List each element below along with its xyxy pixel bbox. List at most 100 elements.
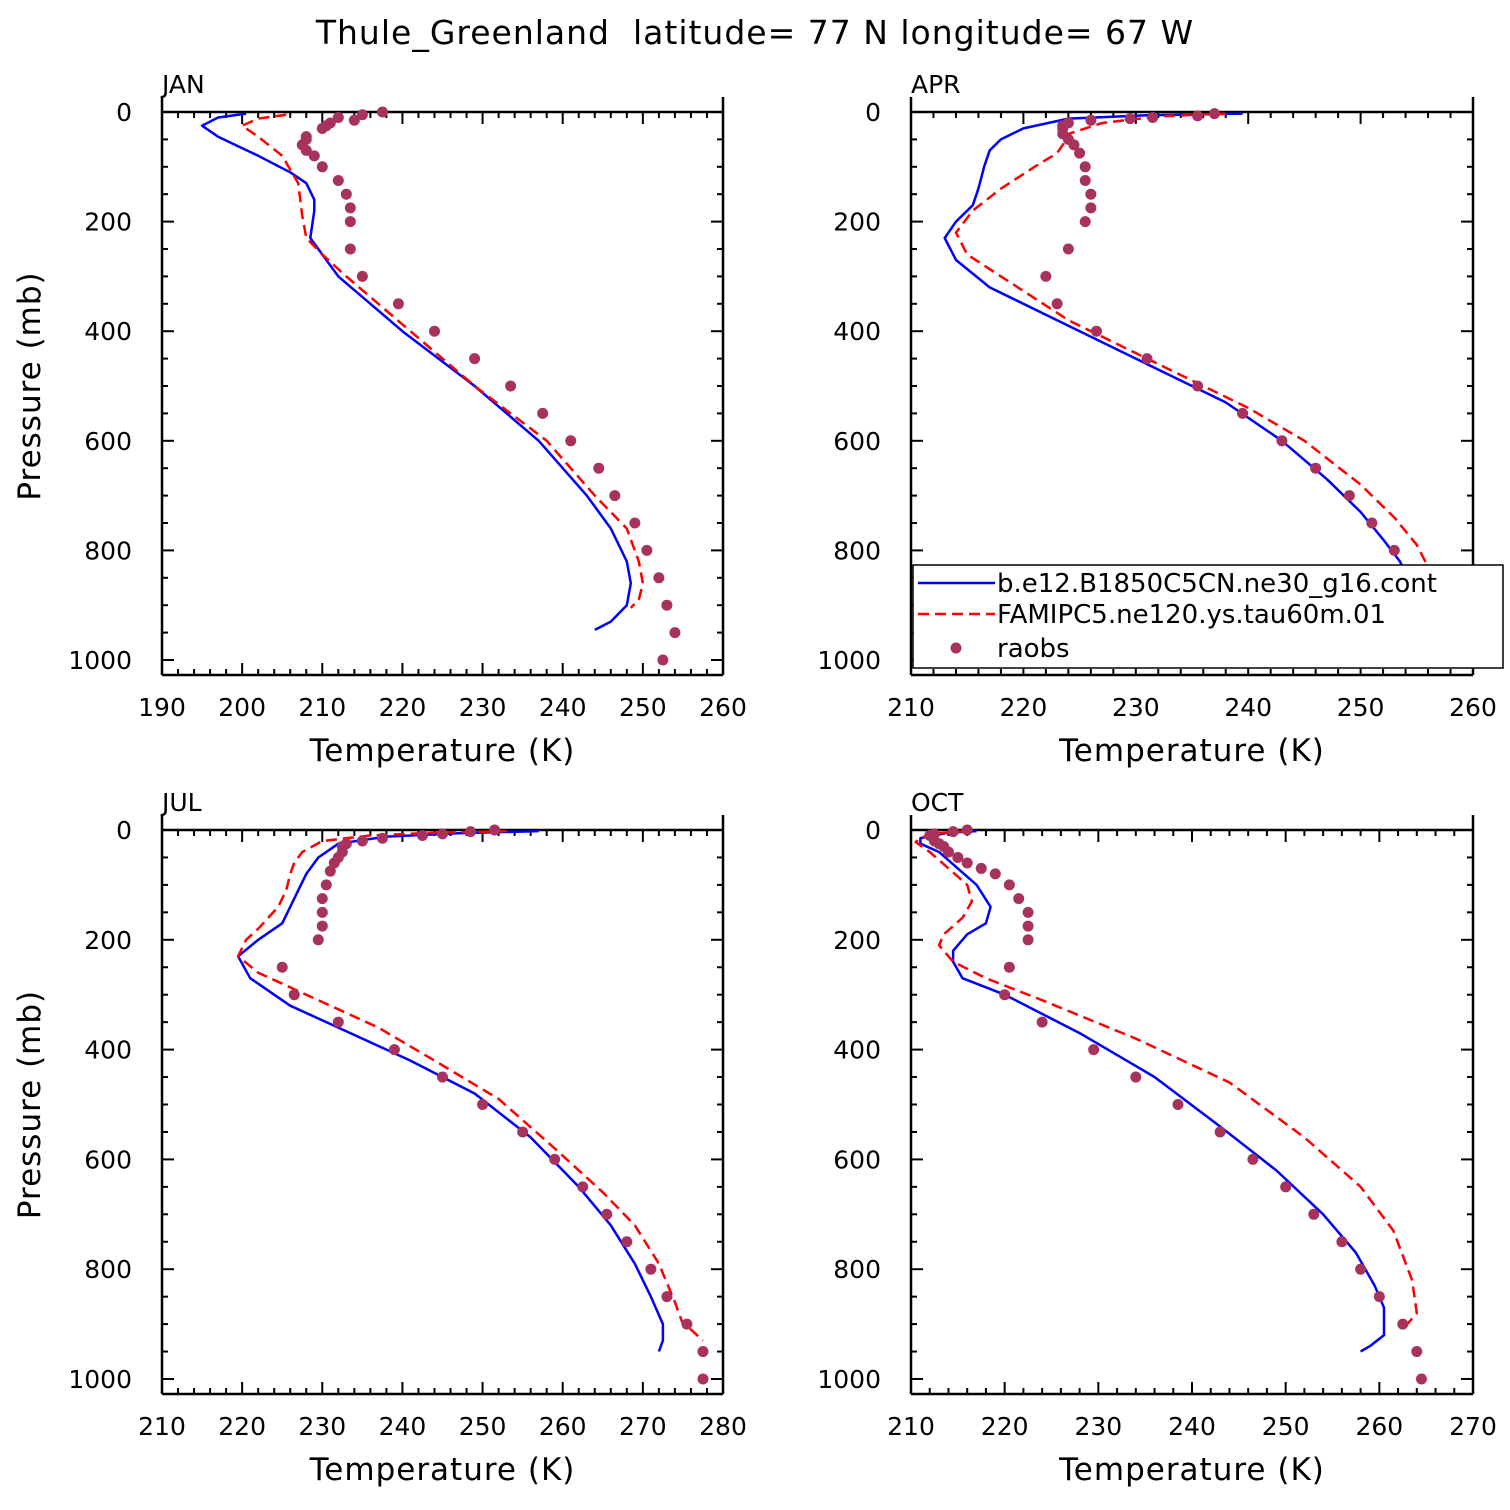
x-tick-label: 280: [699, 1412, 747, 1441]
data-point: [669, 627, 681, 639]
x-tick-label: 260: [699, 693, 747, 722]
y-tick-label: 600: [84, 427, 132, 456]
data-point: [989, 868, 1001, 880]
data-point: [489, 824, 501, 836]
data-point: [1068, 139, 1080, 151]
data-point: [332, 111, 344, 123]
data-point: [1040, 270, 1052, 282]
data-point: [316, 893, 328, 905]
y-tick-label: 600: [833, 427, 881, 456]
data-point: [1366, 517, 1378, 529]
data-point: [1397, 1318, 1409, 1330]
y-tick-label: 800: [84, 536, 132, 565]
data-point: [316, 161, 328, 173]
data-point: [961, 824, 973, 836]
data-point: [565, 435, 577, 447]
data-point: [1079, 161, 1091, 173]
data-point: [469, 353, 481, 365]
x-tick-label: 240: [1168, 1412, 1216, 1441]
x-tick-label: 250: [1337, 693, 1385, 722]
x-tick-label: 220: [379, 693, 427, 722]
x-tick-label: 260: [1355, 1412, 1403, 1441]
x-tick-label: 200: [218, 693, 266, 722]
data-point: [428, 325, 440, 337]
x-tick-label: 220: [218, 1412, 266, 1441]
y-tick-label: 0: [865, 816, 881, 845]
data-point: [1124, 113, 1136, 125]
data-point: [344, 202, 356, 214]
data-point: [1276, 435, 1288, 447]
series-line-model1: [236, 829, 665, 1352]
series-raobs: [276, 824, 709, 1385]
panel-jan: JAN 190 200 210 220 230 240 250 260 0 200 400 600 800…: [12, 70, 747, 769]
data-point: [316, 906, 328, 918]
data-point: [1085, 188, 1097, 200]
series-line-model2: [236, 829, 704, 1342]
data-point: [1090, 325, 1102, 337]
data-point: [1192, 110, 1204, 122]
data-point: [437, 1071, 448, 1083]
data-point: [645, 1263, 657, 1275]
y-tick-label: 1000: [68, 646, 132, 675]
panels: JAN 190 200 210 220 230 240 250 260 0 200 400 600 800…: [12, 70, 1504, 1488]
data-point: [376, 832, 388, 844]
data-point: [653, 572, 665, 584]
x-tick-label: 230: [298, 1412, 346, 1441]
x-tick-label: 230: [1112, 693, 1160, 722]
data-point: [1022, 906, 1034, 918]
data-point: [1079, 216, 1091, 228]
data-point: [593, 462, 605, 474]
y-tick-label: 1000: [68, 1365, 132, 1394]
data-point: [1141, 353, 1153, 365]
data-point: [1051, 298, 1063, 310]
data-point: [356, 835, 368, 847]
data-point: [356, 109, 368, 121]
legend-box: [912, 564, 1504, 669]
data-point: [975, 862, 987, 874]
panel-title-oct: OCT: [911, 788, 964, 817]
data-point: [601, 1208, 613, 1220]
y-tick-label: 600: [833, 1145, 881, 1174]
data-point: [340, 188, 352, 200]
figure-title: Thule_Greenland latitude= 77 N longitude…: [315, 13, 1194, 52]
data-point: [1308, 1208, 1320, 1220]
y-tick-label: 200: [84, 926, 132, 955]
data-point: [999, 989, 1011, 1001]
legend-label: raobs: [997, 634, 1070, 664]
legend: b.e12.B1850C5CN.ne30_g16.contFAMIPC5.ne1…: [912, 564, 1504, 669]
data-point: [1013, 893, 1025, 905]
x-tick-label: 230: [459, 693, 507, 722]
data-point: [1074, 147, 1086, 159]
data-point: [1022, 934, 1034, 946]
series-raobs: [296, 106, 681, 666]
data-point: [1373, 1291, 1385, 1303]
data-point: [697, 1346, 709, 1358]
data-point: [1388, 544, 1400, 556]
data-point: [288, 989, 300, 1001]
x-tick-label: 270: [619, 1412, 667, 1441]
y-tick-label: 800: [833, 1255, 881, 1284]
panel-title-apr: APR: [911, 70, 961, 99]
data-point: [392, 298, 404, 310]
x-tick-label: 220: [1000, 693, 1048, 722]
y-tick-label: 400: [84, 1036, 132, 1065]
data-point: [1415, 1373, 1427, 1385]
y-tick-label: 1000: [817, 1365, 881, 1394]
y-tick-label: 400: [833, 1036, 881, 1065]
data-point: [1280, 1181, 1292, 1193]
data-point: [1208, 108, 1220, 120]
data-point: [1036, 1016, 1048, 1028]
y-tick-label: 200: [84, 208, 132, 237]
y-tick-label: 400: [84, 317, 132, 346]
data-point: [629, 517, 641, 529]
x-tick-label: 260: [1449, 693, 1497, 722]
y-tick-label: 800: [833, 536, 881, 565]
data-point: [328, 857, 340, 869]
y-tick-label: 400: [833, 317, 881, 346]
data-point: [1003, 961, 1015, 973]
data-point: [1088, 1044, 1100, 1056]
x-tick-label: 210: [138, 1412, 186, 1441]
data-point: [657, 654, 669, 666]
data-point: [961, 857, 973, 869]
y-tick-label: 200: [833, 926, 881, 955]
